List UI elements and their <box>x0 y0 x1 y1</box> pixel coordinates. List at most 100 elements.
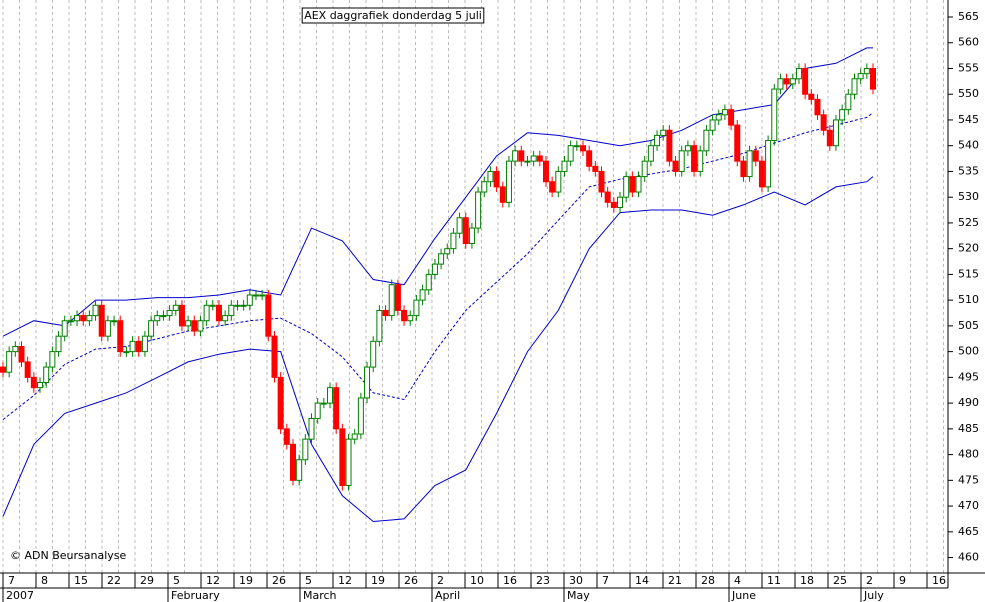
candle-body <box>604 191 611 203</box>
candle-body <box>814 98 821 116</box>
candle-body <box>234 304 241 307</box>
y-tick-label: 470 <box>958 499 979 512</box>
x-tick-label: 19 <box>371 574 385 587</box>
candle-body <box>703 129 710 152</box>
candle-body <box>376 309 383 342</box>
candle-body <box>271 335 278 378</box>
candle-body <box>259 294 266 297</box>
x-tick-label: 16 <box>503 574 517 587</box>
y-tick-label: 545 <box>958 113 979 126</box>
candle-body <box>777 78 784 90</box>
candle-body <box>296 459 303 481</box>
candle-body <box>290 443 296 481</box>
candle-body <box>555 170 562 193</box>
band-upper <box>2 47 873 337</box>
candle-body <box>92 304 99 317</box>
month-label: 2007 <box>6 589 34 602</box>
candle-body <box>401 309 408 322</box>
candle-body <box>536 155 543 162</box>
candle-body <box>166 309 173 317</box>
x-tick-label: 2 <box>866 574 873 587</box>
candle-body <box>413 299 420 317</box>
x-tick-label: 25 <box>833 574 847 587</box>
candle-body <box>450 232 457 250</box>
candle-body <box>12 345 19 353</box>
candle-body <box>240 304 247 307</box>
candle-body <box>549 181 556 193</box>
candle-body <box>191 320 198 332</box>
candle-body <box>222 315 229 322</box>
candle-body <box>43 366 50 384</box>
y-tick-label: 515 <box>958 267 979 280</box>
x-tick-label: 12 <box>206 574 220 587</box>
y-tick-label: 535 <box>958 164 979 177</box>
chart-title: AEX daggrafiek donderdag 5 juli <box>304 9 482 22</box>
candle-body <box>660 129 667 136</box>
candle-body <box>734 124 741 162</box>
candle-body <box>672 160 679 172</box>
candle-body <box>364 366 371 399</box>
month-label: July <box>863 589 884 602</box>
x-tick-label: 14 <box>635 574 649 587</box>
candle-body <box>598 170 605 193</box>
y-tick-label: 540 <box>958 139 979 152</box>
candle-body <box>154 315 161 322</box>
candle-body <box>148 320 155 337</box>
candle-body <box>308 418 315 440</box>
candle-body <box>697 150 704 172</box>
candle-body <box>487 170 494 183</box>
candle-body <box>709 119 716 131</box>
candle-body <box>678 150 685 172</box>
candle-body <box>641 160 648 178</box>
candle-body <box>339 428 346 486</box>
candle-body <box>55 335 62 353</box>
y-tick-label: 505 <box>958 319 979 332</box>
candle-body <box>623 176 630 198</box>
candle-body <box>863 67 870 75</box>
candle-body <box>493 170 500 188</box>
candle-body <box>505 160 512 203</box>
x-tick-label: 30 <box>569 574 583 587</box>
candle-body <box>209 304 216 307</box>
candle-body <box>6 351 13 373</box>
candle-body <box>586 150 593 167</box>
candle-body <box>246 294 253 306</box>
candle-body <box>252 294 259 297</box>
candle-body <box>462 217 469 245</box>
y-tick-label: 480 <box>958 448 979 461</box>
x-tick-label: 5 <box>173 574 180 587</box>
month-label: June <box>731 589 756 602</box>
candle-body <box>481 181 488 193</box>
candle-body <box>333 387 340 430</box>
candle-body <box>104 320 111 337</box>
candle-body <box>277 376 284 430</box>
candle-body <box>795 67 802 80</box>
candle-body <box>573 145 580 148</box>
candle-body <box>839 109 846 121</box>
y-tick-label: 565 <box>958 10 979 23</box>
candle-body <box>111 320 118 323</box>
candle-body <box>771 88 778 142</box>
x-tick-label: 19 <box>239 574 253 587</box>
x-tick-label: 9 <box>899 574 906 587</box>
candle-body <box>351 433 358 440</box>
x-tick-label: 23 <box>536 574 550 587</box>
candle-body <box>98 304 105 337</box>
x-tick-label: 28 <box>701 574 715 587</box>
candle-body <box>870 67 876 90</box>
candle-body <box>524 160 531 163</box>
candle-body <box>691 145 698 172</box>
candle-body <box>123 351 130 354</box>
candle-body <box>561 160 568 172</box>
candle-body <box>530 155 537 162</box>
candle-body <box>419 289 426 301</box>
y-tick-label: 550 <box>958 87 979 100</box>
month-label: April <box>435 589 460 602</box>
candle-body <box>647 145 654 162</box>
candle-body <box>185 320 192 327</box>
candle-body <box>314 402 321 420</box>
y-tick-label: 500 <box>958 345 979 358</box>
month-label: March <box>303 589 337 602</box>
